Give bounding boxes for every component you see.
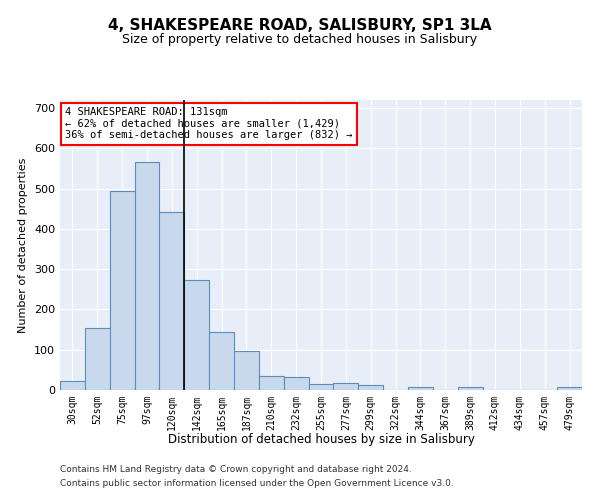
- Text: 4, SHAKESPEARE ROAD, SALISBURY, SP1 3LA: 4, SHAKESPEARE ROAD, SALISBURY, SP1 3LA: [108, 18, 492, 32]
- Text: Contains public sector information licensed under the Open Government Licence v3: Contains public sector information licen…: [60, 479, 454, 488]
- Bar: [458, 387, 482, 390]
- Text: Size of property relative to detached houses in Salisbury: Size of property relative to detached ho…: [122, 32, 478, 46]
- Text: Distribution of detached houses by size in Salisbury: Distribution of detached houses by size …: [167, 432, 475, 446]
- Bar: [259, 376, 284, 390]
- Bar: [110, 192, 134, 390]
- Text: 4 SHAKESPEARE ROAD: 131sqm
← 62% of detached houses are smaller (1,429)
36% of s: 4 SHAKESPEARE ROAD: 131sqm ← 62% of deta…: [65, 108, 353, 140]
- Bar: [358, 385, 383, 390]
- Bar: [284, 376, 308, 390]
- Bar: [334, 383, 358, 390]
- Bar: [60, 381, 85, 390]
- Bar: [160, 212, 184, 390]
- Y-axis label: Number of detached properties: Number of detached properties: [19, 158, 28, 332]
- Bar: [234, 351, 259, 390]
- Bar: [408, 387, 433, 390]
- Bar: [308, 384, 334, 390]
- Bar: [85, 328, 110, 390]
- Bar: [209, 332, 234, 390]
- Bar: [184, 280, 209, 390]
- Text: Contains HM Land Registry data © Crown copyright and database right 2024.: Contains HM Land Registry data © Crown c…: [60, 466, 412, 474]
- Bar: [134, 162, 160, 390]
- Bar: [557, 387, 582, 390]
